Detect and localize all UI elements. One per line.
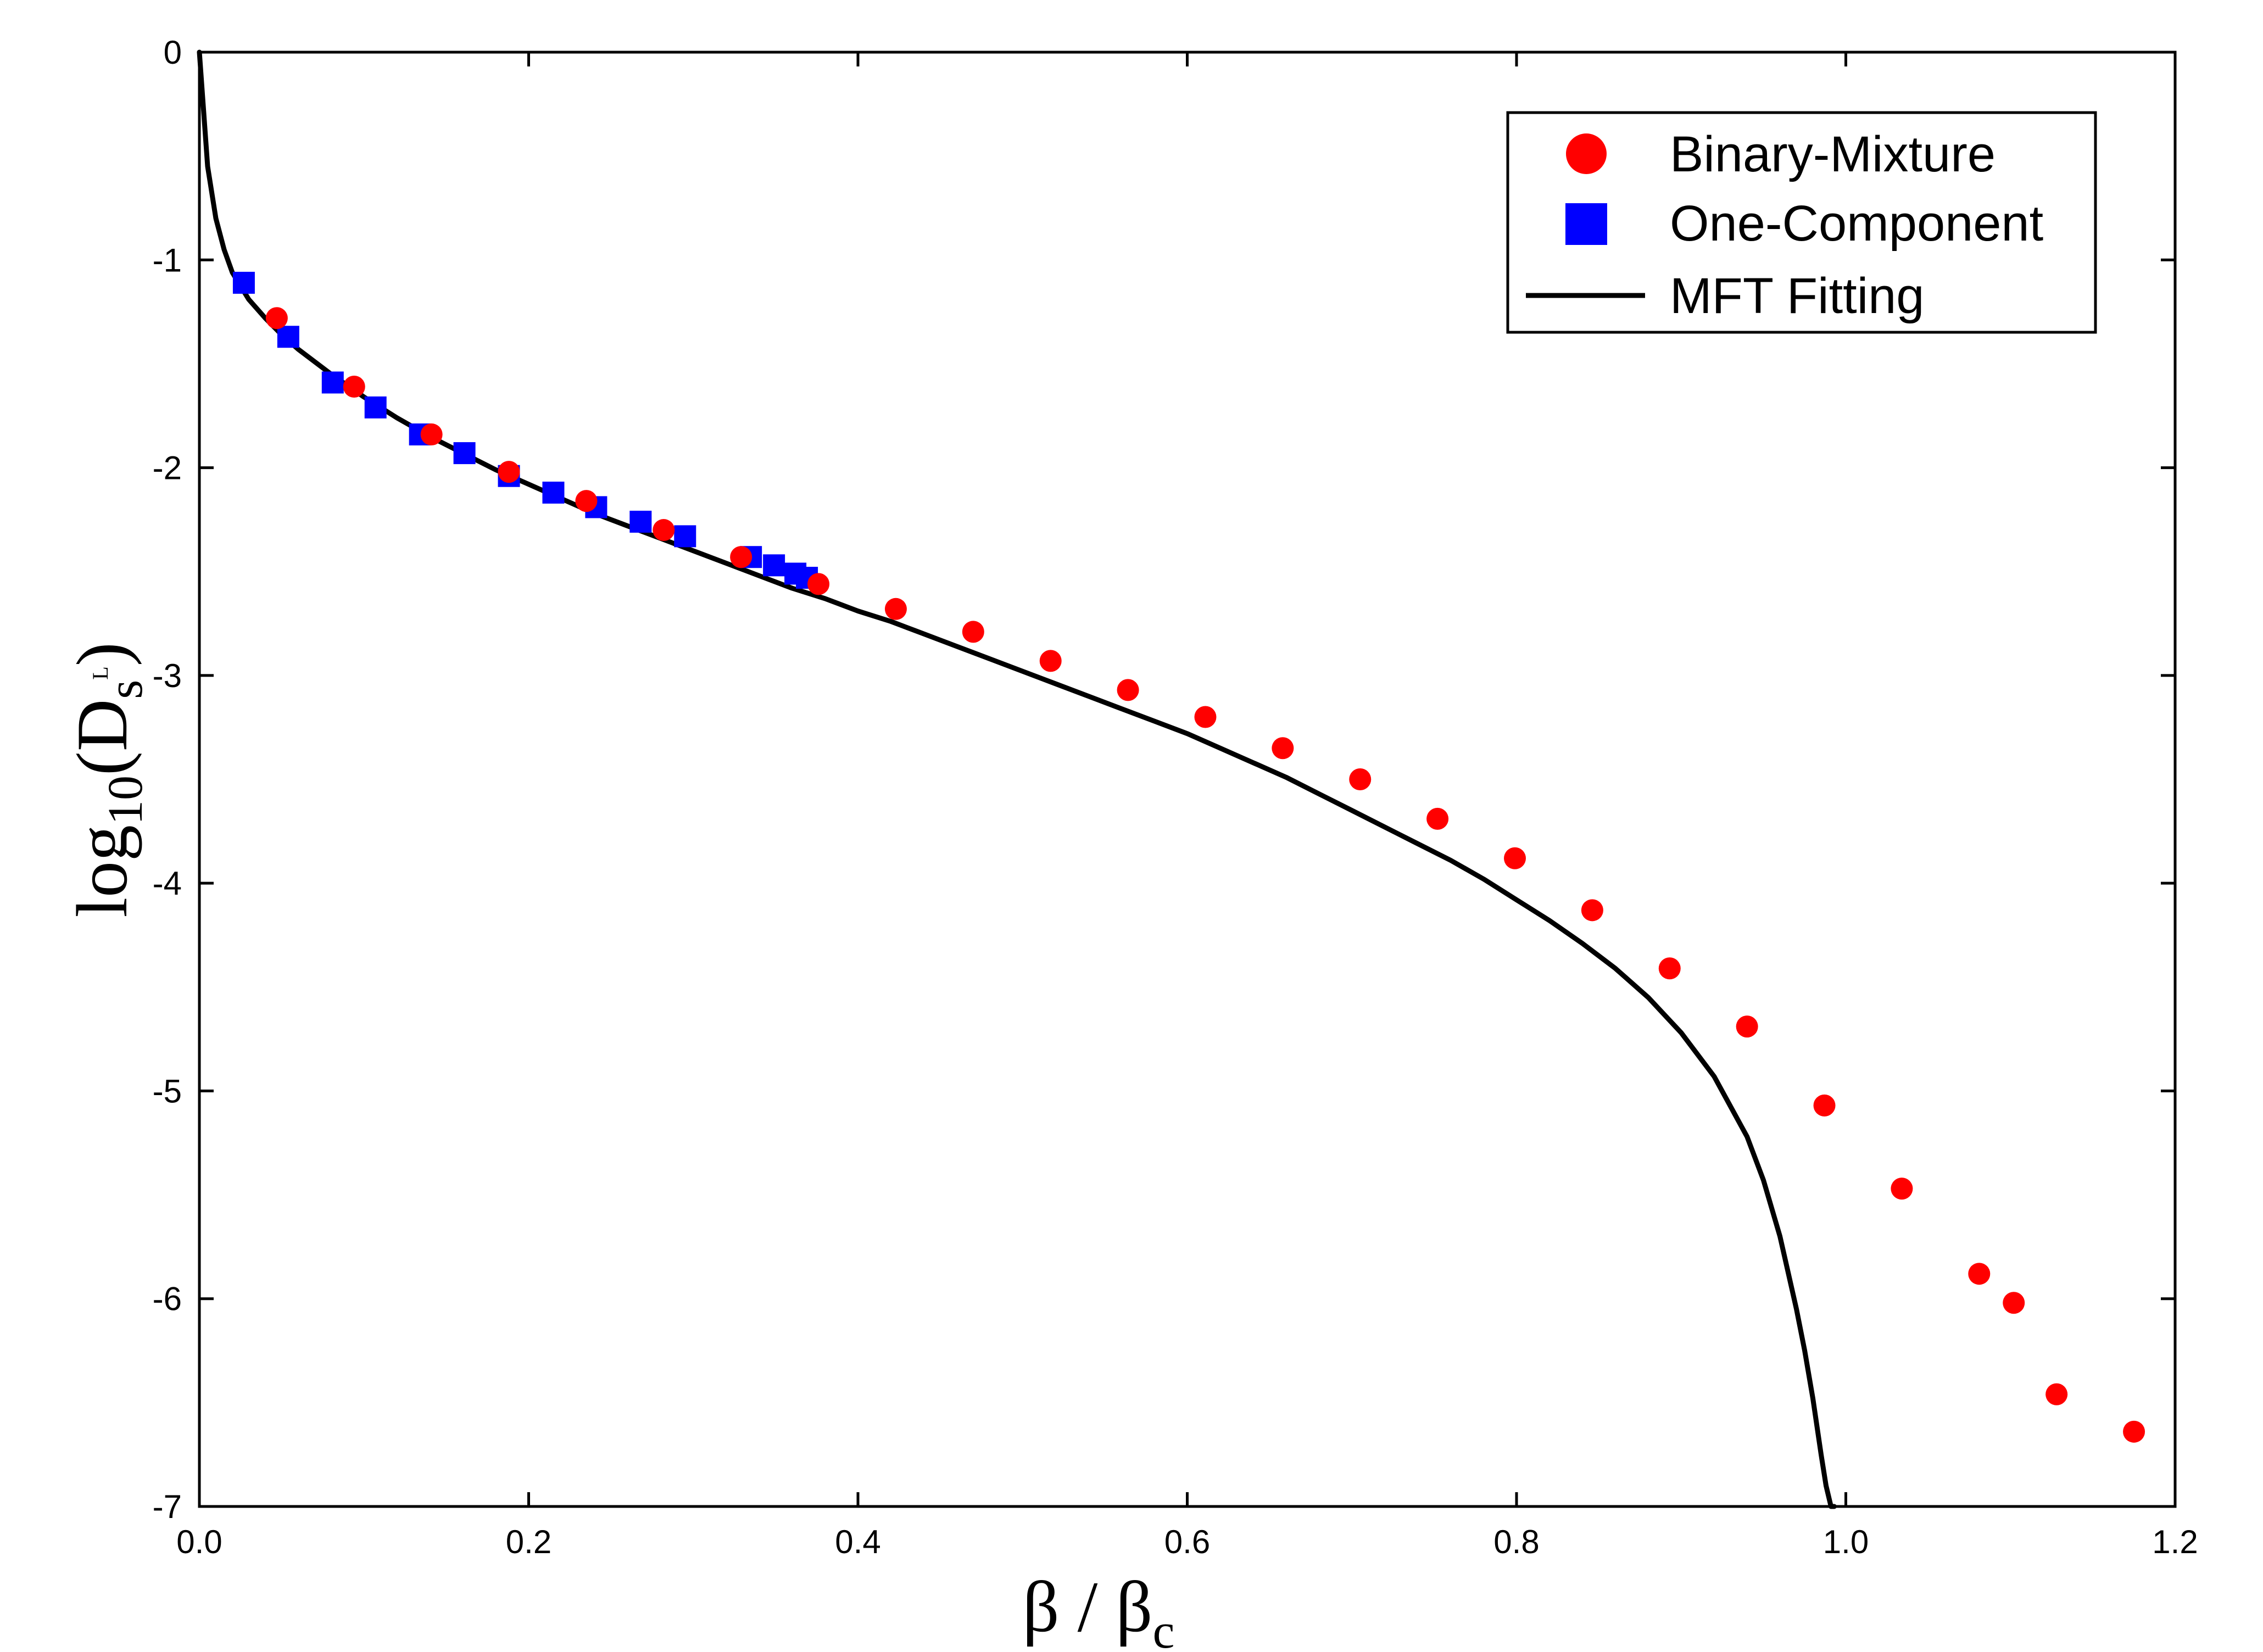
binary-mixture-point (2123, 1420, 2145, 1443)
x-tick-label: 0.8 (1493, 1523, 1539, 1560)
one-component-point (542, 481, 565, 504)
axis-tick-labels: 0.0 0.2 0.4 0.6 0.8 1.0 1.2 0 -1 -2 -3 -4 -5 -6 -7 (153, 34, 2198, 1560)
binary-mixture-point (498, 461, 520, 483)
x-tick-label: 0.2 (506, 1523, 551, 1560)
y-axis-title-d: (D (62, 699, 142, 775)
legend-binary-mixture-marker (1566, 133, 1607, 174)
binary-mixture-point (1039, 650, 1062, 672)
one-component-point (364, 396, 387, 418)
y-axis-title-close: ) (62, 642, 142, 666)
one-component-point (674, 525, 696, 548)
x-axis-title-main: β / β (1023, 1566, 1153, 1647)
binary-mixture-point (2003, 1292, 2025, 1314)
one-component-point (453, 442, 476, 465)
binary-mixture-point (1891, 1177, 1913, 1200)
x-tick-label: 1.2 (2152, 1523, 2198, 1560)
x-axis-title: β / βc (1023, 1566, 1175, 1652)
binary-mixture-point (1658, 957, 1681, 980)
y-tick-label: -7 (153, 1488, 182, 1525)
y-tick-label: 0 (164, 34, 182, 71)
one-component-point (321, 371, 344, 394)
legend-one-component-marker (1565, 203, 1607, 245)
binary-mixture-point (884, 598, 907, 620)
binary-mixture-point (1504, 847, 1526, 869)
binary-mixture-point (420, 423, 443, 446)
one-component-points (232, 271, 818, 589)
binary-mixture-point (962, 621, 984, 643)
x-tick-label: 0.0 (176, 1523, 222, 1560)
x-tick-label: 0.6 (1164, 1523, 1210, 1560)
binary-mixture-point (1194, 706, 1217, 728)
binary-mixture-point (1581, 899, 1603, 922)
binary-mixture-point (1736, 1015, 1758, 1038)
binary-mixture-point (1968, 1263, 1991, 1285)
y-tick-label: -1 (153, 242, 182, 278)
binary-mixture-point (343, 376, 365, 398)
y-axis-title-log: log (62, 825, 142, 918)
one-component-point (763, 554, 785, 577)
binary-mixture-point (2045, 1383, 2068, 1405)
y-tick-label: -5 (153, 1073, 182, 1109)
one-component-point (629, 510, 652, 533)
legend: Binary-Mixture One-Component MFT Fitting (1506, 111, 2097, 334)
y-axis-title-d-superscript: L (88, 666, 113, 679)
binary-mixture-point (1272, 737, 1294, 760)
binary-mixture-point (1426, 807, 1449, 830)
legend-binary-mixture-label: Binary-Mixture (1670, 126, 1996, 182)
legend-mft-fitting-label: MFT Fitting (1670, 268, 1924, 324)
binary-mixture-point (575, 490, 598, 512)
one-component-point (277, 326, 299, 348)
binary-mixture-point (1349, 768, 1372, 790)
binary-mixture-point (653, 519, 675, 542)
y-tick-label: -6 (153, 1281, 182, 1318)
y-tick-label: -2 (153, 450, 182, 487)
x-tick-label: 0.4 (835, 1523, 880, 1560)
y-tick-label: -4 (153, 865, 182, 902)
x-axis-title-subscript: c (1153, 1604, 1175, 1652)
y-tick-label: -3 (153, 657, 182, 694)
binary-mixture-points (265, 307, 2145, 1443)
binary-mixture-point (807, 573, 830, 595)
x-tick-label: 1.0 (1823, 1523, 1869, 1560)
binary-mixture-point (1813, 1094, 1836, 1117)
axis-ticks (199, 52, 2175, 1506)
y-axis-title-d-subscript: s (98, 680, 153, 699)
plot-area (197, 49, 2145, 1509)
legend-one-component-label: One-Component (1670, 196, 2043, 252)
one-component-point (232, 271, 255, 294)
y-axis-title-log-subscript: 10 (98, 775, 153, 825)
y-axis-title: log10(DsL) (62, 642, 153, 917)
binary-mixture-point (1117, 679, 1139, 701)
binary-mixture-point (730, 546, 753, 568)
binary-mixture-point (265, 307, 288, 330)
